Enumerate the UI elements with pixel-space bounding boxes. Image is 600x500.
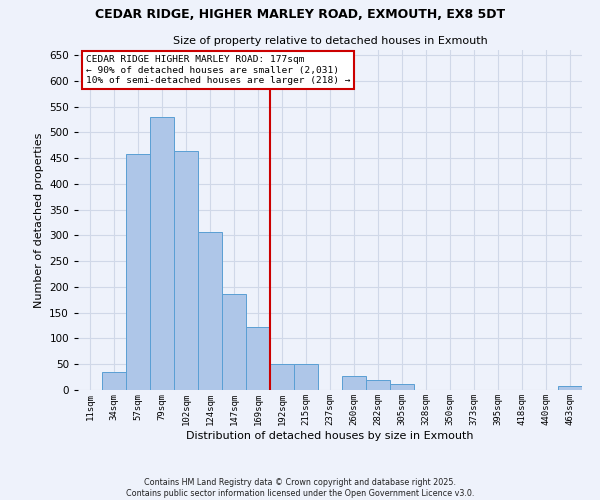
Bar: [294, 364, 318, 390]
Bar: [198, 232, 222, 390]
X-axis label: Distribution of detached houses by size in Exmouth: Distribution of detached houses by size …: [186, 430, 474, 440]
Bar: [390, 384, 414, 390]
Text: CEDAR RIDGE HIGHER MARLEY ROAD: 177sqm
← 90% of detached houses are smaller (2,0: CEDAR RIDGE HIGHER MARLEY ROAD: 177sqm ←…: [86, 55, 350, 85]
Text: Contains HM Land Registry data © Crown copyright and database right 2025.
Contai: Contains HM Land Registry data © Crown c…: [126, 478, 474, 498]
Bar: [174, 151, 198, 390]
Bar: [222, 294, 246, 390]
Bar: [150, 117, 174, 390]
Bar: [126, 154, 150, 390]
Bar: [246, 327, 270, 390]
Bar: [366, 380, 390, 390]
Text: CEDAR RIDGE, HIGHER MARLEY ROAD, EXMOUTH, EX8 5DT: CEDAR RIDGE, HIGHER MARLEY ROAD, EXMOUTH…: [95, 8, 505, 20]
Y-axis label: Number of detached properties: Number of detached properties: [34, 132, 44, 308]
Bar: [342, 376, 366, 390]
Bar: [102, 372, 126, 390]
Title: Size of property relative to detached houses in Exmouth: Size of property relative to detached ho…: [173, 36, 487, 46]
Bar: [558, 386, 582, 390]
Bar: [270, 364, 294, 390]
